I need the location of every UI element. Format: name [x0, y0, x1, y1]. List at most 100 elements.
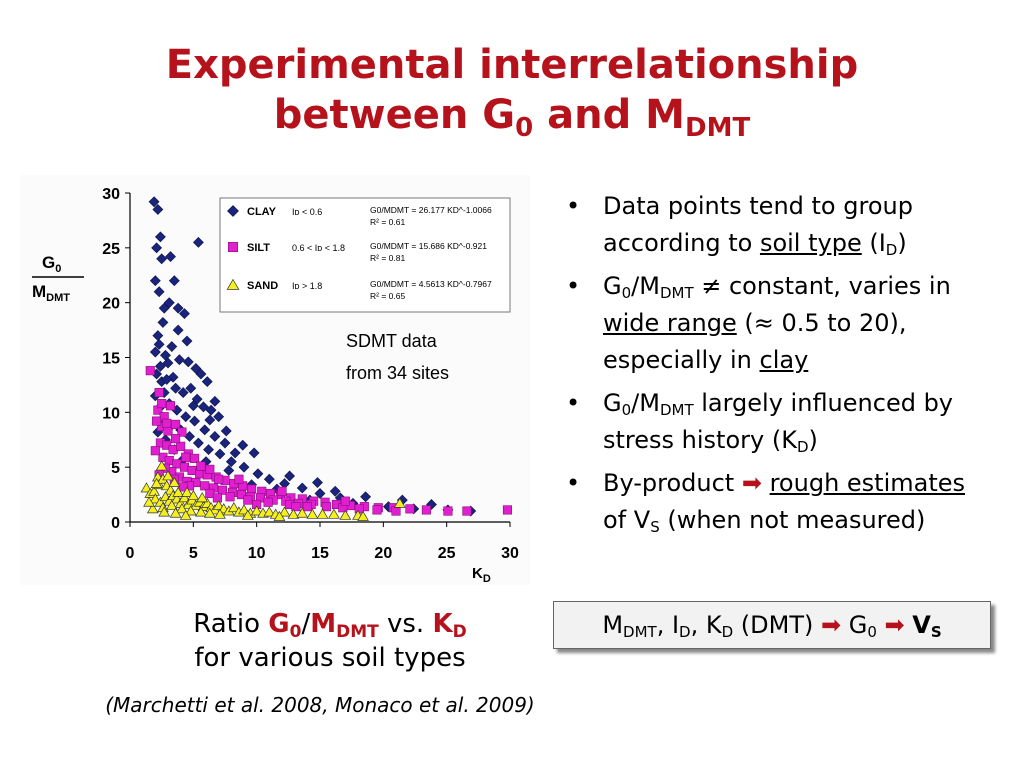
data-point-clay: [284, 470, 296, 482]
legend-condition: Iᴅ > 1.8: [292, 281, 322, 291]
data-point-clay: [189, 415, 201, 427]
data-point-clay: [163, 297, 175, 309]
bullet-subscript: D: [885, 241, 898, 259]
arrow-right-icon: ➡: [821, 611, 842, 639]
formula-text: , K: [690, 611, 722, 639]
formula-subscript: S: [930, 623, 942, 641]
formula-text: [877, 611, 885, 639]
chart-caption: Ratio G0/MDMT vs. KD for various soil ty…: [120, 607, 540, 675]
bullet-text: G: [603, 389, 622, 417]
data-point-clay: [161, 374, 173, 385]
data-point-clay: [168, 275, 180, 287]
data-point-silt: [217, 485, 228, 495]
y-axis-label-denominator: MDMT: [32, 282, 70, 304]
data-point-silt: [165, 401, 176, 411]
data-point-clay: [229, 447, 241, 459]
data-point-silt: [172, 459, 182, 469]
data-point-sand: [278, 506, 291, 517]
data-point-clay: [314, 488, 326, 499]
data-point-clay: [252, 468, 264, 480]
data-point-silt: [190, 453, 200, 463]
data-point-sand: [273, 510, 286, 521]
data-point-clay: [238, 461, 250, 473]
x-tick-label: 0: [126, 545, 135, 562]
y-axis-label-numerator: G0: [42, 253, 61, 275]
legend-r2: R² = 0.81: [370, 253, 405, 263]
x-axis-label: KD: [472, 565, 491, 585]
data-point-sand: [357, 510, 369, 521]
legend-condition: Iᴅ < 0.6: [292, 207, 322, 217]
data-point-sand: [179, 509, 192, 520]
bullet-text: G: [603, 272, 622, 300]
data-point-sand: [165, 499, 178, 510]
data-point-silt: [405, 504, 415, 514]
data-point-sand: [196, 492, 209, 503]
data-point-sand: [176, 503, 188, 514]
formula-subscript: D: [721, 623, 734, 641]
data-point-sand: [148, 485, 160, 496]
data-point-clay: [192, 236, 204, 248]
x-tick-label: 15: [311, 545, 329, 562]
data-point-silt: [321, 502, 331, 512]
data-point-silt: [205, 488, 215, 499]
data-point-clay: [172, 302, 184, 314]
data-point-silt: [354, 504, 364, 514]
data-point-clay: [192, 437, 204, 449]
data-point-sand: [140, 482, 153, 493]
data-point-clay: [177, 387, 189, 399]
data-point-clay: [237, 439, 249, 451]
data-point-clay: [199, 424, 211, 436]
data-point-clay: [195, 368, 207, 380]
data-point-silt: [234, 474, 244, 484]
data-point-sand: [184, 505, 197, 516]
x-tick-label: 25: [438, 545, 456, 562]
data-point-sand: [316, 508, 329, 519]
data-point-clay: [170, 382, 182, 394]
data-point-sand: [339, 509, 352, 520]
caption-slash: /: [301, 609, 311, 639]
bullet-text: /M: [631, 389, 660, 417]
legend-series-name: CLAY: [247, 206, 277, 218]
scatter-chart: 0 5 10 15 20 25 30 0 5 10 15 20 25 30 KD G0 MDMT CLAY Iᴅ …: [20, 175, 530, 585]
data-point-silt: [502, 505, 513, 515]
bullet-text: ): [897, 229, 907, 257]
data-point-silt: [263, 497, 273, 507]
data-point-silt: [171, 434, 181, 444]
legend-marker-silt: [228, 242, 238, 252]
bullet-text: ≠ constant, varies in: [693, 272, 951, 300]
chart-legend: CLAY Iᴅ < 0.6 G0/MDMT = 26.177 KD^-1.0066 R…: [219, 197, 511, 313]
caption-m: MDMT: [310, 609, 379, 641]
data-point-clay: [156, 253, 168, 265]
data-point-clay: [219, 437, 231, 449]
data-point-silt: [243, 495, 253, 505]
bullet-text: (≈ 0.5 to 20), especially in: [603, 309, 907, 374]
data-point-silt: [205, 464, 215, 474]
bullet-underlined: wide range: [603, 309, 737, 337]
legend-marker-sand: [226, 278, 240, 290]
data-point-silt: [225, 492, 235, 502]
data-point-silt: [421, 505, 431, 515]
data-point-clay: [213, 411, 225, 423]
data-point-clay: [214, 448, 226, 460]
data-point-sand: [169, 507, 182, 518]
formula-text: M: [602, 611, 624, 639]
data-point-sand: [214, 508, 226, 519]
data-point-silt: [162, 418, 172, 428]
data-point-clay: [149, 275, 161, 287]
data-point-silt: [214, 474, 224, 484]
data-point-clay: [204, 414, 216, 426]
data-point-clay: [360, 491, 372, 503]
data-point-sand: [195, 506, 207, 517]
data-point-silt: [340, 496, 350, 506]
data-point-sand: [263, 506, 276, 517]
title-sub-0: 0: [515, 113, 534, 143]
bullet-subscript: D: [796, 438, 809, 456]
data-point-silt: [291, 502, 301, 512]
data-point-clay: [162, 357, 174, 369]
data-point-sand: [158, 506, 171, 517]
bullet-text: of V: [603, 506, 651, 534]
data-point-sand: [155, 460, 168, 471]
bullet-subscript: DMT: [659, 284, 694, 302]
data-point-silt: [181, 452, 191, 462]
data-point-sand: [178, 492, 191, 503]
